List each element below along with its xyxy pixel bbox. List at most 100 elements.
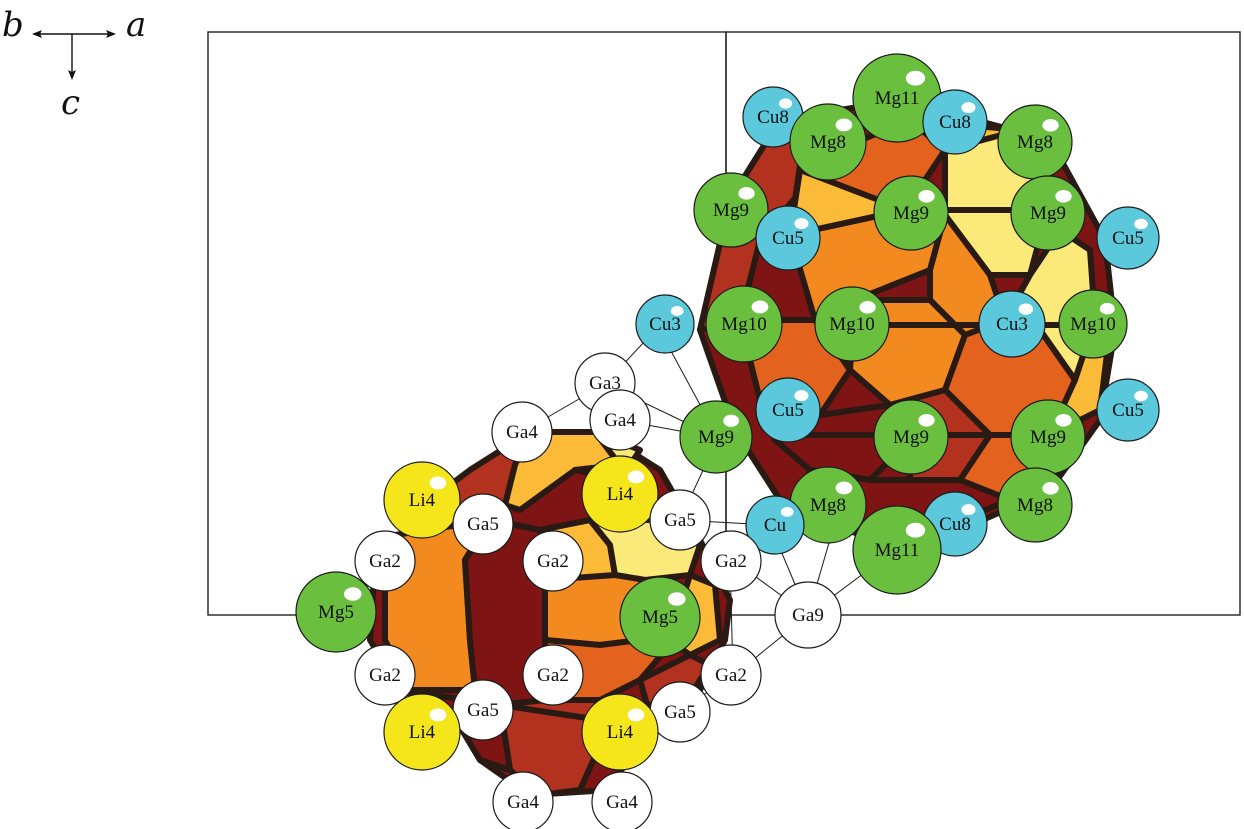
atom-label: Mg8	[810, 132, 846, 153]
atom-label: Li4	[607, 722, 634, 743]
atom-highlight	[961, 102, 976, 114]
atom-mg: Mg10	[705, 285, 783, 363]
atom-label: Mg11	[875, 540, 920, 561]
atom-mg: Mg10	[814, 286, 890, 362]
atom-highlight	[780, 507, 794, 517]
atom-ga: Ga4	[591, 771, 653, 829]
atom-highlight	[1134, 218, 1148, 230]
atom-mg: Mg9	[1010, 399, 1086, 475]
atom-label: Ga5	[664, 702, 696, 723]
atom-highlight	[1134, 390, 1148, 402]
atom-highlight	[1055, 190, 1072, 203]
atom-mg: Mg9	[873, 175, 949, 251]
atom-mg: Mg9	[1010, 175, 1086, 251]
atom-cu: Cu3	[978, 290, 1046, 358]
atom-highlight	[918, 414, 935, 427]
atom-sphere	[589, 389, 651, 451]
atom-label: Ga4	[606, 792, 638, 813]
atom-label: Mg10	[1070, 314, 1115, 335]
atom-label: Mg9	[698, 427, 734, 448]
atom-sphere	[492, 771, 554, 829]
atom-mg: Mg8	[789, 103, 867, 181]
atom-label: Ga2	[715, 551, 747, 572]
atom-highlight	[723, 414, 740, 427]
atom-highlight	[918, 190, 935, 203]
atom-ga: Ga2	[522, 644, 584, 706]
atom-label: Ga2	[537, 665, 569, 686]
atom-ga: Ga5	[649, 681, 711, 743]
atom-ga: Ga2	[354, 644, 416, 706]
atom-mg: Mg11	[852, 505, 942, 595]
atom-label: Cu8	[939, 112, 971, 133]
atom-ga: Ga4	[492, 771, 554, 829]
atom-sphere	[700, 644, 762, 706]
atom-label: Mg8	[1017, 495, 1053, 516]
atom-highlight	[794, 218, 809, 230]
atom-label: Mg8	[810, 495, 846, 516]
atom-ga: Ga5	[452, 493, 514, 555]
atom-highlight	[1042, 482, 1059, 495]
atom-highlight	[835, 481, 853, 495]
atom-cu: Cu5	[1096, 206, 1160, 270]
atom-highlight	[961, 504, 976, 516]
atom-highlight	[670, 306, 684, 316]
atom-label: Ga3	[589, 373, 621, 394]
atom-mg: Mg8	[997, 104, 1073, 180]
atom-label: Ga2	[715, 665, 747, 686]
atoms-layer: Cu8 Mg11 Mg8 Cu8 Mg8 Mg9 Mg9 Mg9 Cu5 Cu5 Cu3 Mg10 Mg…	[295, 53, 1160, 829]
atom-mg: Mg8	[997, 467, 1073, 543]
atom-label: Cu5	[1112, 400, 1144, 421]
atom-label: Li4	[409, 490, 436, 511]
atom-label: Ga4	[507, 792, 539, 813]
atom-highlight	[835, 118, 853, 132]
atom-label: Cu5	[772, 228, 804, 249]
atom-sphere	[591, 771, 653, 829]
axis-label-b: b	[2, 5, 24, 45]
atom-sphere	[452, 493, 514, 555]
atom-highlight	[1042, 119, 1059, 132]
atom-highlight	[738, 187, 755, 200]
atom-label: Mg9	[1030, 203, 1066, 224]
atom-cu: Cu8	[742, 86, 804, 148]
atom-label: Ga4	[506, 422, 538, 443]
atom-highlight	[905, 70, 926, 86]
atom-sphere	[774, 581, 842, 649]
atom-ga: Ga2	[700, 530, 762, 592]
atom-label: Mg11	[875, 88, 920, 109]
atom-highlight	[1018, 303, 1034, 315]
atom-ga: Ga4	[589, 389, 651, 451]
atom-highlight	[1099, 302, 1115, 315]
atom-highlight	[779, 98, 793, 109]
atom-li: Li4	[581, 693, 659, 771]
atom-label: Cu3	[649, 314, 681, 335]
cluster-edge	[399, 687, 701, 724]
atom-label: Cu	[764, 515, 787, 536]
atom-highlight	[344, 587, 362, 601]
axis-arrowhead-a	[106, 30, 116, 38]
atom-label: Cu3	[996, 314, 1028, 335]
atom-label: Cu8	[939, 514, 971, 535]
atom-sphere	[354, 644, 416, 706]
atom-label: Mg9	[893, 427, 929, 448]
atom-label: Li4	[409, 722, 436, 743]
atom-mg: Mg11	[852, 53, 942, 143]
atom-mg: Mg8	[789, 466, 867, 544]
atom-highlight	[1055, 414, 1072, 427]
atom-label: Cu5	[772, 400, 804, 421]
atom-label: Ga5	[467, 700, 499, 721]
atom-ga: Ga2	[354, 530, 416, 592]
atom-mg: Mg9	[873, 399, 949, 475]
atom-ga: Ga9	[774, 581, 842, 649]
atom-label: Mg9	[1030, 427, 1066, 448]
atom-mg: Mg9	[693, 172, 769, 248]
atom-cu: Cu5	[1096, 378, 1160, 442]
atom-label: Mg10	[721, 314, 766, 335]
atom-highlight	[905, 522, 926, 538]
atom-sphere	[354, 530, 416, 592]
atom-label: Ga4	[604, 410, 636, 431]
atom-highlight	[859, 301, 876, 314]
atom-mg: Mg5	[619, 576, 701, 658]
atom-sphere	[649, 489, 711, 551]
atom-label: Cu5	[1112, 228, 1144, 249]
